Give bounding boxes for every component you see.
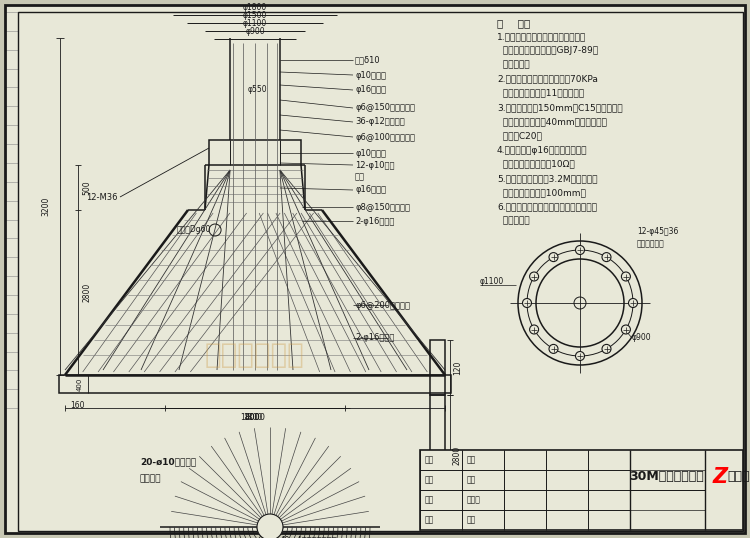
- Text: 40×4扁铁箍（两层）: 40×4扁铁箍（两层）: [280, 535, 338, 538]
- Text: 电缆管Dg60: 电缆管Dg60: [177, 225, 212, 235]
- Circle shape: [602, 253, 611, 261]
- Text: 牵，接地电阻应小于10Ω；: 牵，接地电阻应小于10Ω；: [497, 160, 574, 169]
- Text: 20-ø10（径向）: 20-ø10（径向）: [140, 457, 196, 466]
- Text: 2-φ16（环）: 2-φ16（环）: [355, 216, 395, 225]
- Text: 和最大风力不超过11级的地区；: 和最大风力不超过11级的地区；: [497, 89, 584, 98]
- Text: φ550: φ550: [248, 86, 267, 95]
- Text: 说    明：: 说 明：: [497, 18, 530, 28]
- Text: φ900: φ900: [245, 27, 265, 36]
- Text: φ16（环）: φ16（环）: [355, 186, 386, 195]
- Text: 2800: 2800: [82, 283, 91, 302]
- Circle shape: [575, 351, 584, 360]
- Text: 200: 200: [258, 532, 272, 538]
- Bar: [59, 375, 451, 393]
- Text: 12-φ10（竖: 12-φ10（竖: [355, 160, 395, 169]
- Text: 4.两根接地线φ16与地脚螺筐应焊: 4.两根接地线φ16与地脚螺筐应焊: [497, 146, 587, 154]
- Text: 160: 160: [70, 401, 85, 410]
- Text: 12-M36: 12-M36: [86, 193, 118, 202]
- Circle shape: [622, 325, 631, 334]
- Text: 工艺: 工艺: [467, 476, 476, 485]
- Bar: [430, 515, 445, 527]
- Text: 标准执行。: 标准执行。: [497, 217, 530, 225]
- Text: 七度照明: 七度照明: [727, 470, 750, 483]
- Text: 校对: 校对: [467, 456, 476, 464]
- Circle shape: [622, 272, 631, 281]
- Text: φ16: φ16: [265, 517, 280, 526]
- Text: 2-φ16（环）: 2-φ16（环）: [355, 334, 395, 343]
- Text: 审核: 审核: [425, 495, 434, 505]
- Text: 日期: 日期: [467, 515, 476, 525]
- Circle shape: [530, 325, 538, 334]
- Text: 东菞飞度照明: 东菞飞度照明: [205, 341, 304, 369]
- Text: 上下双层: 上下双层: [140, 475, 161, 484]
- Text: φ6@150（螺旋筋）: φ6@150（螺旋筋）: [355, 103, 415, 112]
- Text: 设计: 设计: [425, 456, 434, 464]
- Circle shape: [530, 272, 538, 281]
- Bar: [430, 395, 445, 515]
- Text: 3200: 3200: [41, 197, 50, 216]
- Circle shape: [628, 299, 638, 308]
- Text: 制图: 制图: [425, 476, 434, 485]
- Text: 向）: 向）: [355, 173, 365, 181]
- Text: 应高出回填土表面100mm；: 应高出回填土表面100mm；: [497, 188, 586, 197]
- Circle shape: [523, 299, 532, 308]
- Text: 标准化: 标准化: [467, 495, 481, 505]
- Text: φ6@200（箍筋）: φ6@200（箍筋）: [355, 301, 410, 309]
- Text: φ10（环）: φ10（环）: [355, 70, 386, 80]
- Text: φ6@100（螺旋筋）: φ6@100（螺旋筋）: [355, 132, 415, 141]
- Text: φ16（环）: φ16（环）: [355, 86, 386, 95]
- Bar: [420, 450, 743, 530]
- Text: 120: 120: [453, 360, 462, 374]
- Text: φ10（环）: φ10（环）: [355, 148, 386, 158]
- Text: 锲板δ10: 锲板δ10: [355, 55, 380, 65]
- Text: 监批: 监批: [425, 515, 434, 525]
- Text: 鑉筋保护层厚度为40mm，混凝土强度: 鑉筋保护层厚度为40mm，混凝土强度: [497, 117, 607, 126]
- Circle shape: [549, 344, 558, 353]
- Text: 5.本基础埋置深度为3.2M，基础顶面: 5.本基础埋置深度为3.2M，基础顶面: [497, 174, 598, 183]
- Text: 等级为C20；: 等级为C20；: [497, 131, 542, 140]
- Circle shape: [549, 253, 558, 261]
- Text: 400: 400: [77, 377, 83, 391]
- Circle shape: [575, 245, 584, 254]
- Text: φ1100: φ1100: [243, 19, 267, 28]
- Text: φ900: φ900: [632, 334, 652, 343]
- Text: 4000: 4000: [244, 413, 266, 422]
- Text: φ1500: φ1500: [243, 11, 267, 20]
- Text: 3.本基础垫层为150mm厚C15素混凝土，: 3.本基础垫层为150mm厚C15素混凝土，: [497, 103, 622, 112]
- Text: 1.本基础为钉筋混凝土结构；按《建: 1.本基础为钉筋混凝土结构；按《建: [497, 32, 586, 41]
- Text: 1800: 1800: [243, 413, 262, 422]
- Text: 2.本基础适用于地基强度値）70KPa: 2.本基础适用于地基强度値）70KPa: [497, 75, 598, 83]
- Text: Z: Z: [713, 466, 728, 487]
- Text: 标准设计。: 标准设计。: [497, 60, 530, 69]
- Text: 12-φ45配36: 12-φ45配36: [637, 227, 678, 236]
- Text: 36-φ12（竖向）: 36-φ12（竖向）: [355, 117, 405, 126]
- Text: φ8@150（环向）: φ8@150（环向）: [355, 202, 410, 211]
- Bar: [430, 340, 445, 395]
- Text: 2800: 2800: [453, 445, 462, 465]
- Text: 6.本图纸未详尽事宜参照国家有关规定，: 6.本图纸未详尽事宜参照国家有关规定，: [497, 202, 597, 211]
- Text: 地脚螺栓均布: 地脚螺栓均布: [637, 239, 664, 248]
- Text: 500: 500: [82, 180, 91, 195]
- Text: φ1800: φ1800: [243, 3, 267, 12]
- Text: 筑地基基础设计规范》GBJ7-89等: 筑地基基础设计规范》GBJ7-89等: [497, 46, 598, 55]
- Bar: [209, 140, 301, 165]
- Text: 1800: 1800: [240, 413, 260, 422]
- Circle shape: [602, 344, 611, 353]
- Circle shape: [257, 514, 283, 538]
- Text: φ1100: φ1100: [480, 277, 504, 286]
- Text: 30M高杆灯基础图: 30M高杆灯基础图: [630, 470, 704, 483]
